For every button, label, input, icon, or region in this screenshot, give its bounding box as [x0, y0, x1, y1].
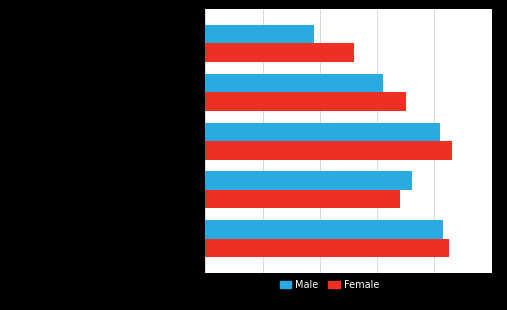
- Bar: [205, 220, 443, 239]
- Bar: [205, 25, 314, 43]
- Legend: Male, Female: Male, Female: [280, 280, 379, 290]
- Bar: [205, 43, 354, 62]
- Bar: [205, 74, 383, 92]
- Bar: [205, 122, 440, 141]
- Bar: [205, 190, 400, 208]
- Bar: [205, 239, 449, 257]
- Bar: [205, 141, 452, 160]
- Bar: [205, 171, 412, 190]
- Bar: [205, 92, 406, 111]
